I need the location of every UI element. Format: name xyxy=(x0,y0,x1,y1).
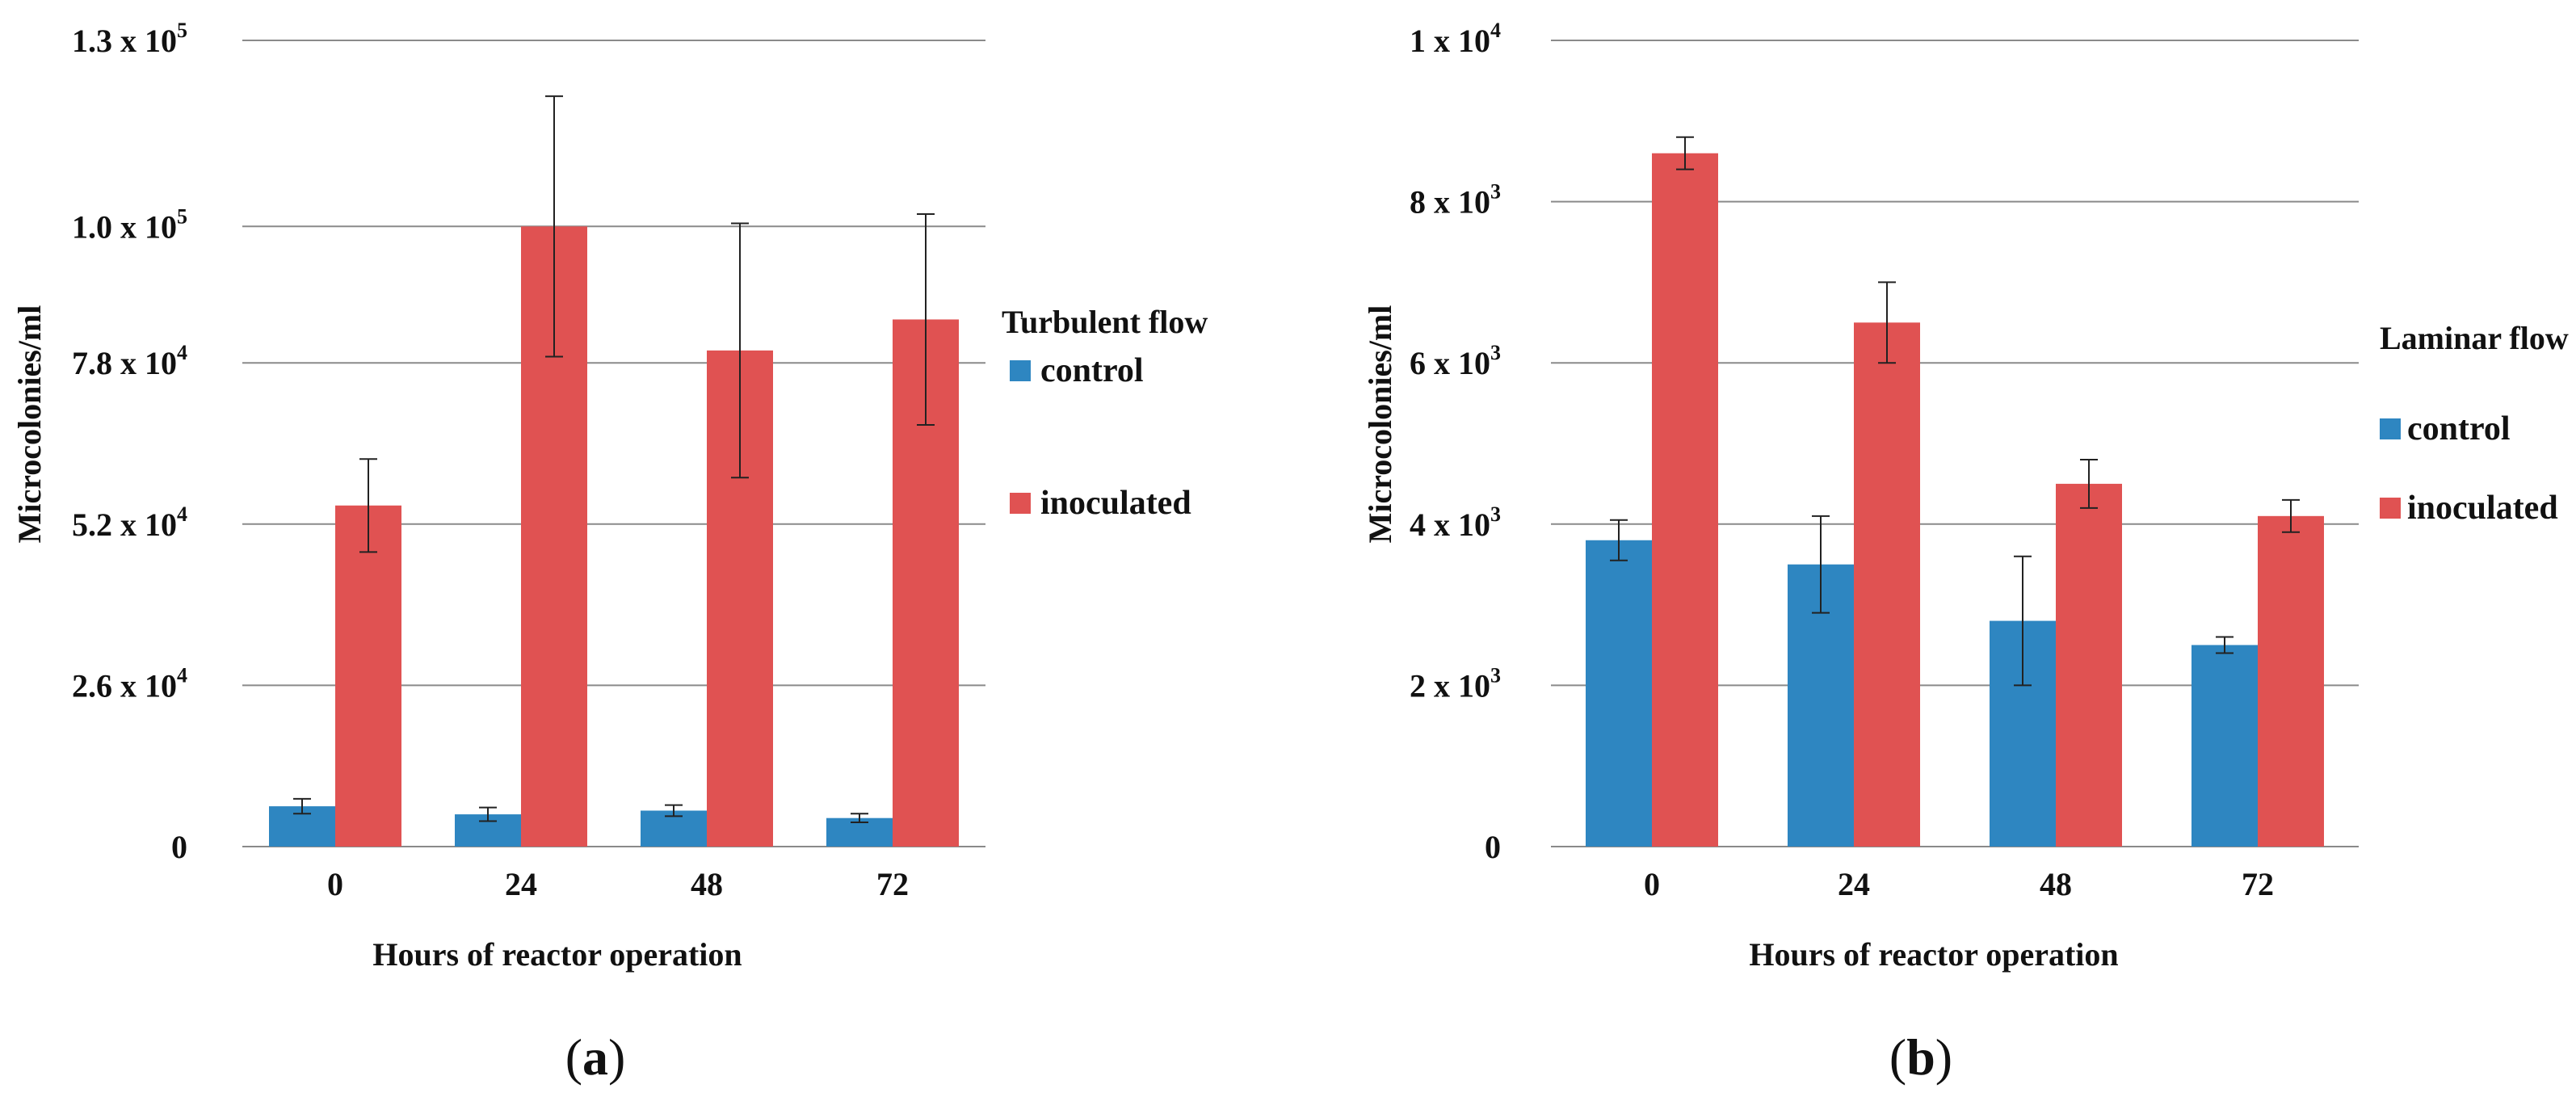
panel-b-y-tick-label-2: 4 x 103 xyxy=(1410,502,1501,543)
panel-a-bar-inoculated-0 xyxy=(335,505,401,847)
panel-b-y-tick-labels: 0 2 x 103 4 x 103 6 x 103 8 x 103 1 x 104 xyxy=(1410,19,1501,865)
panel-a-legend-title: Turbulent flow xyxy=(1002,304,1208,340)
panel-a-legend-label-inoculated: inoculated xyxy=(1040,485,1191,522)
panel-a-y-tick-label-1: 2.6 x 104 xyxy=(72,663,187,704)
panel-a-x-tick-label-24: 24 xyxy=(505,866,537,902)
panel-a-error-bar-control-72 xyxy=(851,813,868,824)
panel-b-y-tick-label-3: 6 x 103 xyxy=(1410,341,1501,381)
panel-b-bar-control-72 xyxy=(2191,645,2258,847)
panel-a-y-tick-labels: 0 2.6 x 104 5.2 x 104 7.8 x 104 1.0 x 105 1.3… xyxy=(72,19,187,865)
panel-b-bar-control-0 xyxy=(1586,540,1652,847)
panel-b-y-axis-title: Microcolonies/ml xyxy=(1362,305,1398,544)
panel-a-error-bar-inoculated-72 xyxy=(917,212,935,426)
panel-b-bar-inoculated-24 xyxy=(1854,322,1920,847)
panel-a-bars xyxy=(269,226,959,847)
panel-a-y-tick-label-2: 5.2 x 104 xyxy=(72,502,187,543)
panel-a-y-tick-label-4: 1.0 x 105 xyxy=(72,204,187,245)
panel-a-error-bar-inoculated-24 xyxy=(545,95,563,358)
panel-a-error-bar-inoculated-48 xyxy=(731,222,749,479)
panel-b-error-bar-inoculated-0 xyxy=(1676,136,1694,170)
panel-b-label: (b) xyxy=(1889,1028,1952,1086)
panel-a-legend: Turbulent flow control inoculated xyxy=(1002,304,1208,522)
panel-b-x-tick-label-24: 24 xyxy=(1838,866,1870,902)
panel-a-x-tick-labels: 0 24 48 72 xyxy=(327,866,909,902)
panel-a-legend-label-control: control xyxy=(1040,352,1144,389)
panel-b-error-bar-inoculated-48 xyxy=(2080,458,2098,509)
panel-b-x-axis-title: Hours of reactor operation xyxy=(1749,936,2118,973)
panel-a-y-tick-label-5: 1.3 x 105 xyxy=(72,19,187,59)
panel-b-y-tick-label-0: 0 xyxy=(1485,829,1501,865)
panel-a-label: (a) xyxy=(565,1028,626,1086)
panel-a-x-tick-label-0: 0 xyxy=(327,866,343,902)
panel-b-legend-swatch-inoculated xyxy=(2380,498,2401,519)
panel-b-bar-inoculated-72 xyxy=(2258,515,2324,847)
panel-a-error-bars xyxy=(293,95,935,824)
panel-a-x-axis-title: Hours of reactor operation xyxy=(372,936,742,973)
panel-a-error-bar-control-0 xyxy=(293,797,311,815)
panel-a-legend-swatch-control xyxy=(1010,360,1031,381)
panel-b-legend-label-inoculated: inoculated xyxy=(2407,490,2558,527)
panel-b-y-tick-label-4: 8 x 103 xyxy=(1410,180,1501,221)
panel-b-error-bar-control-72 xyxy=(2216,636,2234,654)
panel-b-error-bar-control-48 xyxy=(2014,555,2032,687)
panel-a-y-axis-title: Microcolonies/ml xyxy=(11,305,48,544)
panel-b-legend: Laminar flow control inoculated xyxy=(2380,320,2569,527)
panel-b-bar-inoculated-0 xyxy=(1652,153,1718,847)
panel-b-error-bar-control-0 xyxy=(1610,519,1628,561)
panel-a-y-tick-label-3: 7.8 x 104 xyxy=(72,341,187,381)
panel-a-turbulent-flow-chart: 0 2.6 x 104 5.2 x 104 7.8 x 104 1.0 x 105 1.3… xyxy=(11,19,1208,1086)
panel-a-legend-swatch-inoculated xyxy=(1010,493,1031,514)
panel-b-bars xyxy=(1586,153,2324,847)
panel-b-x-tick-label-72: 72 xyxy=(2242,866,2274,902)
panel-b-x-tick-label-48: 48 xyxy=(2040,866,2072,902)
panel-b-legend-label-control: control xyxy=(2407,410,2511,448)
panel-b-legend-title: Laminar flow xyxy=(2380,320,2569,356)
panel-b-error-bar-inoculated-24 xyxy=(1878,281,1896,364)
panel-b-bar-inoculated-48 xyxy=(2056,483,2122,847)
panel-b-error-bar-control-24 xyxy=(1812,515,1830,614)
panel-b-x-tick-labels: 0 24 48 72 xyxy=(1644,866,2274,902)
panel-a-y-tick-label-0: 0 xyxy=(171,829,187,865)
panel-a-error-bar-control-24 xyxy=(479,806,497,822)
panel-b-legend-swatch-control xyxy=(2380,418,2401,439)
panel-b-error-bar-inoculated-72 xyxy=(2282,498,2300,533)
panel-a-x-tick-label-72: 72 xyxy=(876,866,909,902)
panel-b-x-tick-label-0: 0 xyxy=(1644,866,1660,902)
panel-b-error-bars xyxy=(1610,136,2300,687)
panel-a-x-tick-label-48: 48 xyxy=(691,866,723,902)
panel-b-laminar-flow-chart: 0 2 x 103 4 x 103 6 x 103 8 x 103 1 x 104 0 24… xyxy=(1362,19,2569,1086)
panel-a-error-bar-inoculated-0 xyxy=(359,458,377,553)
panel-b-y-tick-label-5: 1 x 104 xyxy=(1410,19,1501,59)
panel-b-y-tick-label-1: 2 x 103 xyxy=(1410,663,1501,704)
panel-a-error-bar-control-48 xyxy=(665,804,683,817)
